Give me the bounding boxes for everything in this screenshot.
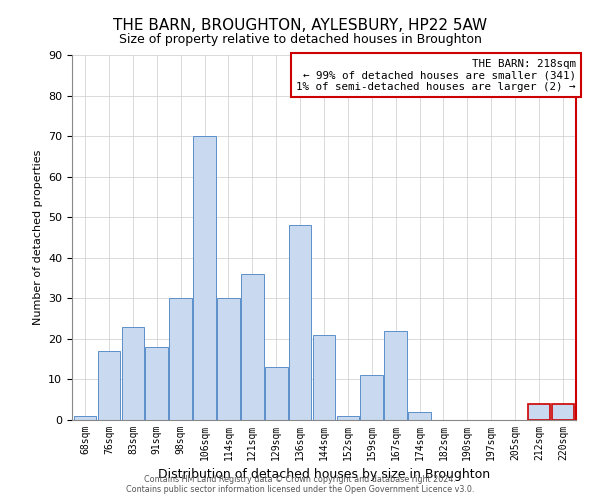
Bar	[265, 368, 287, 420]
Bar	[193, 136, 216, 420]
Bar	[337, 416, 359, 420]
Bar	[361, 376, 383, 420]
Bar	[313, 335, 335, 420]
Y-axis label: Number of detached properties: Number of detached properties	[32, 150, 43, 325]
Bar	[527, 404, 550, 420]
Text: THE BARN: 218sqm
← 99% of detached houses are smaller (341)
1% of semi-detached : THE BARN: 218sqm ← 99% of detached house…	[296, 58, 576, 92]
Bar	[145, 347, 168, 420]
Bar	[289, 226, 311, 420]
Bar	[408, 412, 431, 420]
Bar	[217, 298, 240, 420]
Text: THE BARN, BROUGHTON, AYLESBURY, HP22 5AW: THE BARN, BROUGHTON, AYLESBURY, HP22 5AW	[113, 18, 487, 32]
X-axis label: Distribution of detached houses by size in Broughton: Distribution of detached houses by size …	[158, 468, 490, 481]
Bar	[385, 331, 407, 420]
Bar	[551, 404, 574, 420]
Bar	[122, 326, 144, 420]
Text: Size of property relative to detached houses in Broughton: Size of property relative to detached ho…	[119, 32, 481, 46]
Bar	[74, 416, 97, 420]
Bar	[169, 298, 192, 420]
Bar	[98, 351, 121, 420]
Bar	[241, 274, 263, 420]
Text: Contains HM Land Registry data © Crown copyright and database right 2024.
Contai: Contains HM Land Registry data © Crown c…	[126, 474, 474, 494]
